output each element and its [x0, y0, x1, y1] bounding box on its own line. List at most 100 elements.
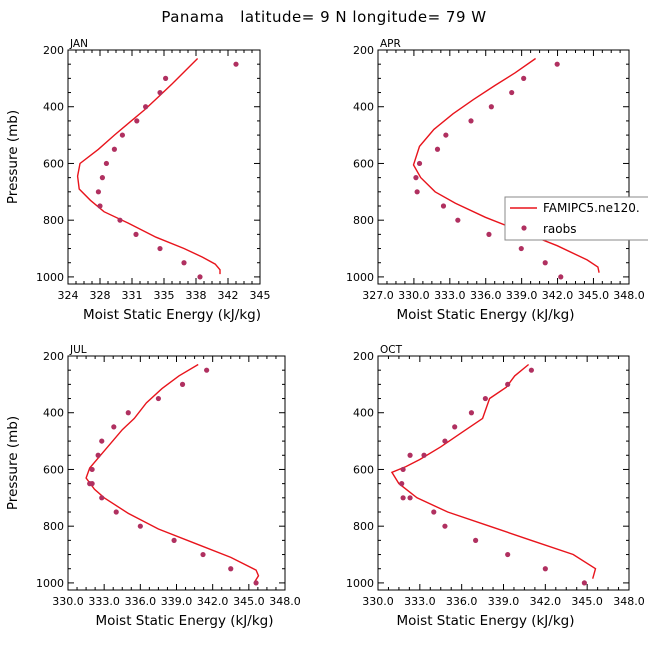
obs-point — [554, 61, 560, 67]
x-axis-label: Moist Static Energy (kJ/kg) — [397, 613, 575, 629]
obs-point — [233, 61, 239, 67]
obs-point — [89, 466, 95, 473]
obs-point — [400, 466, 406, 473]
obs-point — [442, 438, 448, 444]
x-tick-label: 339.0 — [161, 595, 193, 608]
y-tick-label: 1000 — [36, 577, 64, 590]
y-axis-label: Pressure (mb) — [5, 416, 21, 510]
obs-point — [111, 146, 117, 152]
panel-apr: APR 327.0 330.0 333.0 336.0 339.0 342.0 345.0 34… — [346, 38, 648, 323]
obs-point — [521, 75, 527, 81]
obs-point — [558, 274, 564, 280]
y-tick-label: 800 — [353, 520, 374, 533]
obs-point — [509, 89, 515, 96]
y-tick-label: 1000 — [36, 271, 64, 284]
x-tick-label: 333.0 — [434, 289, 466, 302]
plot-frame — [377, 49, 630, 285]
model-line — [76, 58, 221, 275]
obs-point — [99, 175, 105, 181]
obs-point — [407, 495, 413, 501]
y-tick-label: 200 — [43, 350, 64, 363]
obs-point — [468, 410, 475, 416]
obs-point — [421, 452, 427, 458]
obs-point — [542, 260, 548, 266]
x-tick-label: 345 — [250, 289, 271, 302]
x-tick-label: 336.0 — [125, 595, 157, 608]
x-tick-label: 333.0 — [404, 595, 436, 608]
obs-point — [179, 381, 186, 387]
panel-label: OCT — [380, 344, 403, 356]
panel-jul: JUL 330.0 333.0 336.0 339.0 342.0 345.0 348.0 20… — [5, 344, 301, 629]
x-tick-label: 348.0 — [613, 289, 645, 302]
obs-point — [581, 580, 587, 586]
y-tick-label: 800 — [43, 214, 64, 227]
obs-point — [89, 481, 95, 487]
obs-point — [505, 381, 511, 387]
x-tick-label: 327.0 — [362, 289, 394, 302]
plot-frame — [377, 355, 630, 591]
x-tick-label: 336.0 — [446, 595, 478, 608]
obs-point — [414, 189, 420, 195]
obs-point — [399, 481, 405, 487]
x-axis-label: Moist Static Energy (kJ/kg) — [96, 613, 274, 629]
obs-point — [134, 118, 140, 124]
x-tick-label: 333.0 — [88, 595, 120, 608]
obs-point — [505, 551, 511, 558]
panel-label: JUL — [69, 344, 87, 356]
obs-point — [95, 452, 101, 458]
obs-point — [95, 189, 101, 195]
obs-point — [99, 438, 105, 444]
x-tick-label: 342.0 — [530, 595, 562, 608]
x-tick-label: 330.0 — [362, 595, 394, 608]
obs-point — [473, 537, 479, 543]
obs-point — [407, 452, 413, 458]
obs-point — [204, 367, 210, 373]
x-tick-label: 339.0 — [488, 595, 520, 608]
x-tick-label: 342.0 — [542, 289, 574, 302]
obs-point — [157, 245, 163, 252]
legend-model-label: FAMIPC5.ne120. — [543, 201, 640, 215]
legend-obs-swatch — [521, 225, 527, 231]
obs-point — [443, 132, 449, 138]
obs-point — [452, 424, 458, 430]
obs-point — [163, 75, 169, 81]
model-line — [85, 363, 260, 582]
x-tick-label: 330.0 — [52, 595, 84, 608]
obs-point — [413, 175, 419, 181]
x-axis-label: Moist Static Energy (kJ/kg) — [83, 307, 261, 323]
x-tick-label: 342 — [218, 289, 239, 302]
x-tick-label: 342.0 — [197, 595, 229, 608]
x-tick-label: 345.0 — [571, 595, 603, 608]
panel-oct: OCT 330.0 333.0 336.0 339.0 342.0 345.0 348.0 20… — [346, 344, 645, 629]
x-tick-label: 338 — [186, 289, 207, 302]
y-tick-label: 600 — [353, 157, 374, 170]
x-tick-label: 339.0 — [506, 289, 538, 302]
legend-obs-label: raobs — [543, 222, 577, 236]
x-tick-label: 335 — [154, 289, 175, 302]
x-tick-label: 345.0 — [233, 595, 265, 608]
y-tick-label: 600 — [353, 463, 374, 476]
obs-point — [197, 274, 203, 280]
y-tick-label: 400 — [353, 101, 374, 114]
y-tick-label: 400 — [353, 407, 374, 420]
obs-point — [486, 231, 492, 237]
obs-point — [97, 203, 103, 209]
obs-point — [125, 410, 131, 416]
obs-point — [528, 367, 534, 373]
plot-frame — [67, 49, 261, 285]
obs-point — [103, 160, 109, 167]
obs-point — [518, 245, 524, 252]
obs-point — [137, 523, 143, 529]
obs-point — [488, 104, 494, 110]
y-tick-label: 200 — [43, 44, 64, 57]
model-line — [412, 57, 600, 273]
x-tick-label: 324 — [58, 289, 79, 302]
obs-point — [113, 509, 119, 515]
legend: FAMIPC5.ne120. raobs — [504, 196, 648, 241]
panel-label: JAN — [69, 38, 88, 50]
obs-point — [111, 424, 117, 430]
obs-point — [253, 580, 259, 586]
obs-point — [400, 495, 406, 501]
x-axis-label: Moist Static Energy (kJ/kg) — [397, 307, 575, 323]
